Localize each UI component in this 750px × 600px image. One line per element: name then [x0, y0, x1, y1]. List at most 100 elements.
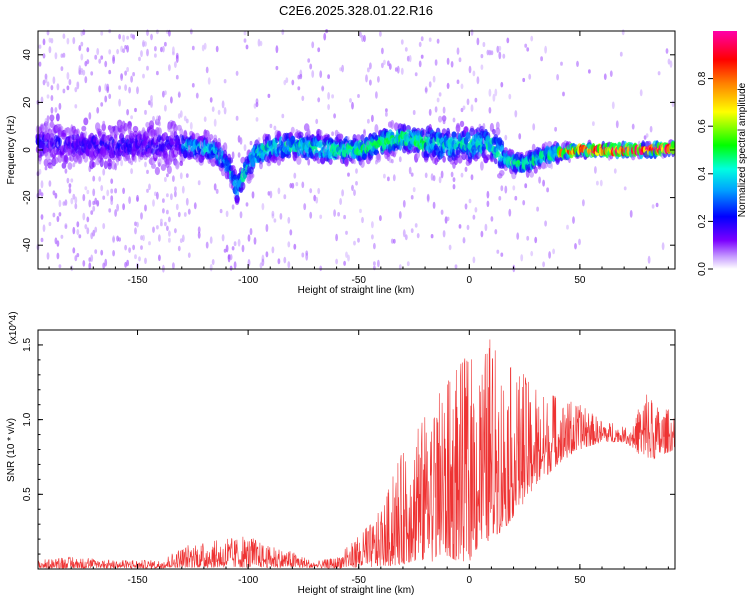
- heatmap-cell: [43, 158, 49, 167]
- heatmap-cell: [156, 225, 159, 230]
- heatmap-cell: [80, 53, 84, 61]
- heatmap-cell: [441, 115, 447, 122]
- heatmap-cell: [56, 83, 60, 91]
- heatmap-cell: [338, 133, 344, 140]
- heatmap-cell: [64, 223, 68, 228]
- heatmap-cell: [532, 123, 536, 131]
- heatmap-cell: [179, 110, 183, 118]
- heatmap-cell: [323, 32, 327, 41]
- heatmap-cell: [197, 180, 201, 186]
- heatmap-cell: [440, 170, 444, 179]
- heatmap-cell: [318, 141, 323, 149]
- heatmap-cell: [104, 95, 108, 103]
- heatmap-cell: [195, 153, 200, 163]
- heatmap-cell: [166, 225, 169, 231]
- heatmap-cell: [448, 244, 452, 251]
- heatmap-cell: [452, 184, 456, 190]
- heatmap-cell: [168, 216, 171, 223]
- heatmap-cell: [468, 65, 472, 74]
- heatmap-cell: [353, 240, 356, 246]
- heatmap-cell: [450, 171, 454, 178]
- heatmap-cell: [129, 130, 134, 139]
- heatmap-cell: [162, 208, 165, 214]
- heatmap-cell: [92, 175, 96, 182]
- heatmap-cell: [245, 202, 249, 207]
- heatmap-cell: [353, 189, 356, 196]
- heatmap-cell: [48, 46, 52, 54]
- heatmap-cell: [319, 214, 323, 219]
- heatmap-cell: [175, 163, 179, 168]
- heatmap-cell: [301, 181, 305, 189]
- heatmap-cell: [82, 194, 86, 202]
- heatmap-cell: [588, 69, 591, 74]
- heatmap-cell: [112, 54, 115, 62]
- heatmap-cell: [388, 63, 392, 70]
- heatmap-cell: [98, 176, 102, 182]
- heatmap-cell: [468, 198, 472, 204]
- heatmap-x-tick-label: 0: [467, 275, 473, 286]
- colorbar-tick-label: 0.4: [697, 166, 708, 180]
- heatmap-cell: [566, 224, 569, 230]
- heatmap-cell: [58, 264, 62, 269]
- heatmap-cell: [114, 163, 117, 171]
- heatmap-cell: [404, 47, 408, 52]
- heatmap-cell: [482, 42, 486, 47]
- heatmap-cell: [148, 120, 155, 129]
- heatmap-cell: [74, 203, 78, 210]
- heatmap-cell: [251, 191, 255, 199]
- heatmap-cell: [365, 74, 368, 83]
- heatmap-cell: [360, 134, 365, 143]
- heatmap-cell: [359, 208, 362, 214]
- heatmap-cell: [120, 73, 123, 81]
- heatmap-cell: [317, 47, 321, 53]
- heatmap-cell: [400, 67, 404, 75]
- heatmap-cell: [494, 88, 498, 97]
- heatmap-cell: [193, 202, 197, 210]
- heatmap-cell: [359, 31, 362, 38]
- heatmap-cell: [402, 229, 406, 238]
- heatmap-cell: [142, 73, 145, 79]
- heatmap-cell: [279, 213, 283, 220]
- heatmap-cell: [84, 224, 88, 230]
- heatmap-cell: [516, 232, 520, 240]
- heatmap-cell: [390, 238, 394, 244]
- heatmap-cell: [136, 221, 139, 228]
- heatmap-cell: [320, 156, 326, 165]
- heatmap-cell: [239, 137, 243, 145]
- heatmap-cell: [446, 216, 450, 221]
- heatmap-cell: [357, 237, 360, 243]
- heatmap-cell: [126, 67, 129, 72]
- heatmap-cell: [42, 224, 46, 232]
- heatmap-cell: [410, 172, 414, 177]
- heatmap-cell: [265, 251, 269, 258]
- heatmap-cell: [140, 212, 143, 220]
- heatmap-cell: [183, 129, 188, 138]
- heatmap-cell: [62, 33, 66, 39]
- heatmap-cell: [38, 157, 42, 165]
- heatmap-cell: [110, 178, 114, 184]
- heatmap-cell: [476, 37, 480, 46]
- heatmap-cell: [40, 192, 44, 197]
- heatmap-cell: [114, 209, 117, 217]
- heatmap-cell: [456, 47, 460, 55]
- heatmap-cell: [88, 112, 92, 120]
- heatmap-cell: [317, 97, 321, 103]
- heatmap-cell: [345, 251, 348, 258]
- heatmap-cell: [48, 180, 52, 187]
- heatmap-cell: [416, 153, 420, 159]
- heatmap-cell: [309, 188, 313, 194]
- heatmap-cell: [299, 73, 303, 80]
- heatmap-cell: [183, 115, 187, 122]
- heatmap-cell: [116, 203, 119, 212]
- heatmap-cell: [170, 193, 173, 201]
- heatmap-cell: [375, 153, 382, 163]
- heatmap-cell: [128, 247, 132, 254]
- heatmap-cell: [259, 40, 263, 47]
- heatmap-cell: [303, 203, 307, 211]
- heatmap-cell: [353, 159, 356, 165]
- heatmap-cell: [118, 98, 121, 107]
- heatmap-cell: [371, 221, 374, 229]
- heatmap-cell: [301, 95, 305, 102]
- heatmap-cell: [343, 260, 346, 266]
- heatmap-cell: [377, 76, 380, 83]
